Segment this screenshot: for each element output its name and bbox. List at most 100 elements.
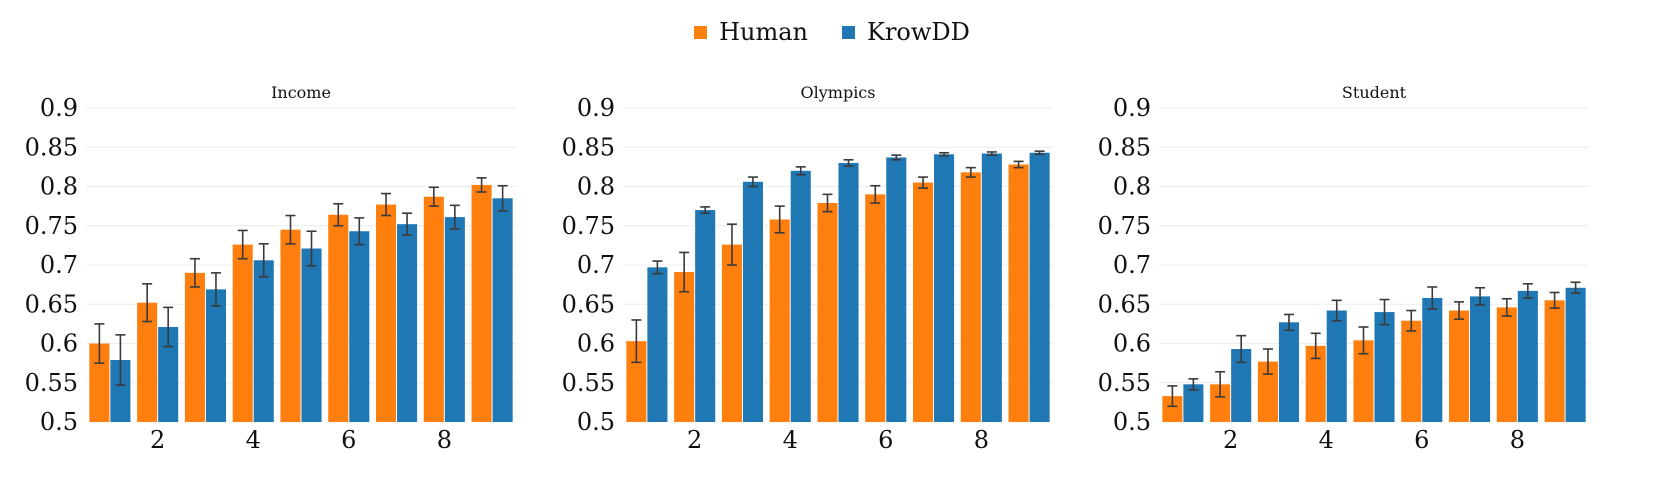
y-tick-label: 0.9 <box>1113 94 1151 122</box>
bar-krowdd-9 <box>1029 152 1050 422</box>
bar-human-8 <box>960 172 981 422</box>
bar-human-9 <box>1544 300 1565 422</box>
x-tick-label: 8 <box>437 426 452 454</box>
y-tick-label: 0.8 <box>40 173 78 201</box>
x-tick-label: 8 <box>1510 426 1525 454</box>
y-tick-label: 0.8 <box>577 173 615 201</box>
panel-olympics: 0.5 0.55 0.6 0.65 0.7 0.75 0.8 0.85 0.9 Olympics 2… <box>562 83 1053 454</box>
legend: Human KrowDD <box>0 18 1664 46</box>
bar-krowdd-5 <box>301 248 322 422</box>
legend-item-krowdd: KrowDD <box>842 18 970 46</box>
bar-human-1 <box>1162 396 1183 422</box>
bar-krowdd-9 <box>1565 287 1586 422</box>
bar-krowdd-9 <box>492 198 513 422</box>
bar-human-8 <box>1496 307 1517 422</box>
x-tick-label: 4 <box>246 426 261 454</box>
bar-human-4 <box>769 219 790 422</box>
bar-krowdd-3 <box>1278 322 1299 422</box>
bar-krowdd-8 <box>981 153 1002 422</box>
y-tick-label: 0.75 <box>25 212 78 240</box>
y-tick-label: 0.55 <box>562 369 615 397</box>
bar-human-5 <box>280 229 301 422</box>
bar-human-7 <box>913 182 934 422</box>
bar-human-5 <box>1353 340 1374 422</box>
bar-krowdd-3 <box>742 181 763 422</box>
bar-human-5 <box>817 202 838 422</box>
bar-human-9 <box>1008 164 1029 422</box>
bar-human-1 <box>89 343 110 422</box>
bar-krowdd-1 <box>110 359 131 422</box>
bar-krowdd-7 <box>397 224 418 422</box>
y-tick-label: 0.85 <box>25 133 78 161</box>
y-tick-label: 0.7 <box>40 251 78 279</box>
x-tick-label: 6 <box>878 426 893 454</box>
legend-label-human: Human <box>719 18 809 46</box>
bar-human-4 <box>232 244 253 422</box>
y-tick-label: 0.5 <box>40 408 78 436</box>
y-tick-label: 0.55 <box>1098 369 1151 397</box>
legend-swatch-human <box>694 25 708 39</box>
bar-krowdd-6 <box>1422 297 1443 422</box>
bar-human-6 <box>328 214 349 422</box>
bar-krowdd-2 <box>1231 348 1252 422</box>
y-tick-label: 0.6 <box>40 330 78 358</box>
bar-krowdd-4 <box>253 260 274 422</box>
bar-krowdd-4 <box>790 170 811 422</box>
y-tick-label: 0.5 <box>1113 408 1151 436</box>
bar-krowdd-7 <box>934 154 955 422</box>
x-tick-label: 2 <box>1223 426 1238 454</box>
bar-krowdd-6 <box>349 231 370 422</box>
y-tick-label: 0.6 <box>1113 330 1151 358</box>
panel-student: 0.5 0.55 0.6 0.65 0.7 0.75 0.8 0.85 0.9 Student 2 4… <box>1098 83 1589 454</box>
y-tick-label: 0.7 <box>577 251 615 279</box>
y-tick-label: 0.85 <box>562 133 615 161</box>
bar-human-1 <box>626 341 647 422</box>
bar-krowdd-5 <box>1374 312 1395 422</box>
y-tick-label: 0.65 <box>1098 290 1151 318</box>
y-tick-label: 0.55 <box>25 369 78 397</box>
panel-title: Student <box>1342 83 1407 102</box>
bar-krowdd-5 <box>838 162 859 422</box>
y-tick-label: 0.5 <box>577 408 615 436</box>
y-tick-label: 0.9 <box>40 94 78 122</box>
y-tick-label: 0.65 <box>562 290 615 318</box>
panel-title: Olympics <box>801 83 876 102</box>
x-tick-label: 6 <box>341 426 356 454</box>
y-tick-label: 0.6 <box>577 330 615 358</box>
bar-human-7 <box>376 204 397 422</box>
bar-krowdd-6 <box>886 157 907 422</box>
y-tick-label: 0.65 <box>25 290 78 318</box>
x-tick-label: 2 <box>687 426 702 454</box>
bar-human-3 <box>184 272 205 422</box>
y-tick-label: 0.7 <box>1113 251 1151 279</box>
bar-human-4 <box>1305 345 1326 422</box>
legend-swatch-krowdd <box>842 25 856 39</box>
bar-krowdd-8 <box>444 217 465 422</box>
bar-human-9 <box>471 184 492 422</box>
bar-human-7 <box>1449 310 1470 422</box>
bar-human-6 <box>1401 320 1422 422</box>
bar-krowdd-4 <box>1326 310 1347 422</box>
y-tick-label: 0.75 <box>1098 212 1151 240</box>
y-tick-label: 0.8 <box>1113 173 1151 201</box>
bar-human-6 <box>865 194 886 422</box>
bar-human-8 <box>423 196 444 422</box>
y-tick-label: 0.85 <box>1098 133 1151 161</box>
legend-label-krowdd: KrowDD <box>867 18 970 46</box>
bar-krowdd-8 <box>1517 290 1538 422</box>
x-tick-label: 2 <box>150 426 165 454</box>
bar-human-2 <box>1210 384 1231 422</box>
bar-krowdd-3 <box>205 289 226 422</box>
y-tick-label: 0.9 <box>577 94 615 122</box>
bar-human-3 <box>1257 361 1278 422</box>
bar-human-2 <box>137 302 158 422</box>
x-tick-label: 6 <box>1414 426 1429 454</box>
panel-income: 0.5 0.55 0.6 0.65 0.7 0.75 0.8 0.85 0.9 Income 2 4 6… <box>25 83 516 454</box>
y-tick-label: 0.75 <box>562 212 615 240</box>
panel-title: Income <box>271 83 331 102</box>
bar-krowdd-1 <box>647 267 668 422</box>
legend-item-human: Human <box>694 18 808 46</box>
bar-krowdd-1 <box>1183 384 1204 422</box>
bar-krowdd-2 <box>695 210 716 422</box>
